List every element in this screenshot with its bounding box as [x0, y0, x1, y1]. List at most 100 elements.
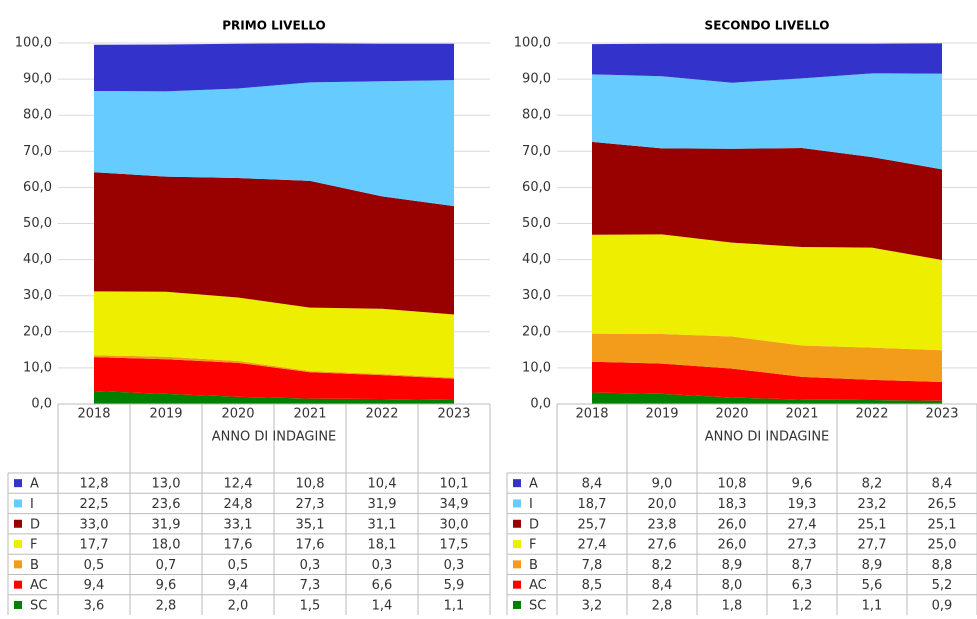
table-cell: 8,4: [652, 578, 673, 593]
table-cell: 26,5: [928, 497, 957, 512]
area: [94, 355, 454, 379]
y-tick-label: 40,0: [522, 252, 551, 267]
legend-swatch: [14, 580, 22, 589]
table-cell: 27,4: [788, 517, 817, 532]
table-cell: 8,2: [862, 477, 883, 492]
table-cell: 33,1: [224, 517, 253, 532]
area: [94, 391, 454, 404]
table-cell: 8,0: [722, 578, 743, 593]
legend-label: D: [529, 517, 539, 532]
y-tick-label: 90,0: [522, 72, 551, 87]
legend-swatch: [14, 560, 22, 569]
table-cell: 27,7: [858, 538, 887, 553]
table-cell: 18,3: [718, 497, 747, 512]
legend-label: B: [529, 558, 538, 573]
area: [94, 291, 454, 378]
table-cell: 2,0: [228, 598, 249, 613]
y-tick-label: 30,0: [522, 288, 551, 303]
table-cell: 12,4: [224, 477, 253, 492]
legend-swatch: [14, 479, 22, 488]
table-cell: 9,0: [652, 477, 673, 492]
area: [592, 333, 942, 382]
y-tick-label: 50,0: [23, 216, 52, 231]
table-cell: 18,1: [368, 538, 397, 553]
legend-swatch: [513, 560, 521, 569]
y-tick-label: 90,0: [23, 72, 52, 87]
y-tick-label: 30,0: [23, 288, 52, 303]
x-tick-label: 2023: [925, 407, 958, 422]
table-cell: 10,1: [440, 477, 469, 492]
y-tick-label: 60,0: [522, 180, 551, 195]
x-tick-label: 2020: [221, 407, 254, 422]
table-cell: 23,8: [648, 517, 677, 532]
area: [592, 141, 942, 260]
table-cell: 8,9: [722, 558, 743, 573]
table-cell: 8,2: [652, 558, 673, 573]
legend-label: D: [30, 517, 40, 532]
x-tick-label: 2018: [575, 407, 608, 422]
y-tick-label: 20,0: [23, 324, 52, 339]
table-cell: 10,8: [718, 477, 747, 492]
table-cell: 26,0: [718, 517, 747, 532]
table-cell: 12,8: [80, 477, 109, 492]
table-cell: 0,9: [932, 598, 953, 613]
table-cell: 0,3: [372, 558, 393, 573]
legend-label: B: [30, 558, 39, 573]
legend-label: AC: [529, 578, 547, 593]
table-cell: 31,1: [368, 517, 397, 532]
table-cell: 9,4: [84, 578, 105, 593]
chart-title: PRIMO LIVELLO: [222, 19, 325, 33]
area: [592, 392, 942, 404]
table-cell: 24,8: [224, 497, 253, 512]
legend-swatch: [14, 540, 22, 549]
area: [592, 73, 942, 170]
table-cell: 8,4: [582, 477, 603, 492]
table-cell: 2,8: [652, 598, 673, 613]
table-cell: 0,5: [84, 558, 105, 573]
x-tick-label: 2022: [855, 407, 888, 422]
y-tick-label: 100,0: [514, 36, 551, 51]
legend-swatch: [14, 600, 22, 609]
y-tick-label: 80,0: [23, 108, 52, 123]
table-cell: 10,4: [368, 477, 397, 492]
legend-label: SC: [30, 598, 47, 613]
x-tick-label: 2021: [785, 407, 818, 422]
x-tick-label: 2021: [293, 407, 326, 422]
x-tick-label: 2018: [77, 407, 110, 422]
table-cell: 9,4: [228, 578, 249, 593]
table-cell: 25,1: [928, 517, 957, 532]
x-axis-title: ANNO DI INDAGINE: [705, 430, 830, 445]
table-cell: 1,4: [372, 598, 393, 613]
table-cell: 7,8: [582, 558, 603, 573]
y-tick-label: 10,0: [522, 360, 551, 375]
table-cell: 17,7: [80, 538, 109, 553]
table-cell: 9,6: [792, 477, 813, 492]
table-cell: 1,1: [862, 598, 883, 613]
legend-label: F: [529, 538, 536, 553]
table-cell: 34,9: [440, 497, 469, 512]
table-cell: 25,1: [858, 517, 887, 532]
table-cell: 1,8: [722, 598, 743, 613]
table-cell: 3,6: [84, 598, 105, 613]
legend-swatch: [513, 479, 521, 488]
table-cell: 23,2: [858, 497, 887, 512]
table-cell: 19,3: [788, 497, 817, 512]
y-tick-label: 70,0: [522, 144, 551, 159]
legend-label: SC: [529, 598, 546, 613]
y-tick-label: 70,0: [23, 144, 52, 159]
table-cell: 31,9: [368, 497, 397, 512]
table-cell: 3,2: [582, 598, 603, 613]
legend-label: I: [529, 497, 533, 512]
table-cell: 8,7: [792, 558, 813, 573]
area: [94, 80, 454, 207]
table-cell: 25,7: [578, 517, 607, 532]
table-cell: 33,0: [80, 517, 109, 532]
table-cell: 25,0: [928, 538, 957, 553]
table-cell: 6,6: [372, 578, 393, 593]
table-cell: 10,8: [296, 477, 325, 492]
x-tick-label: 2019: [149, 407, 182, 422]
area: [592, 361, 942, 401]
table-cell: 0,5: [228, 558, 249, 573]
table-cell: 8,4: [932, 477, 953, 492]
y-tick-label: 20,0: [522, 324, 551, 339]
